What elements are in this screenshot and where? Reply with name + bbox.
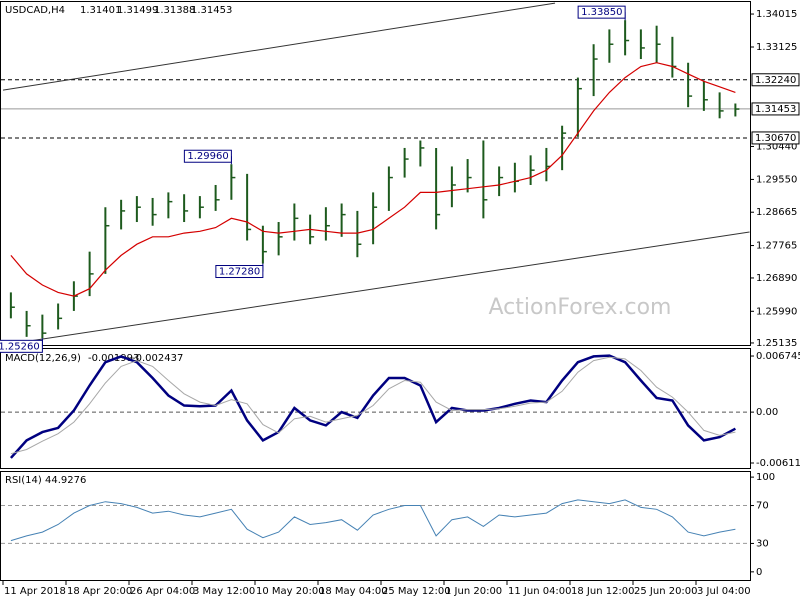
x-tick-label: 11 Jun 04:00 <box>508 586 572 597</box>
annotation-box <box>577 5 626 19</box>
x-tick-label: 18 May 04:00 <box>319 586 388 597</box>
annotation-box <box>215 265 264 279</box>
rsi-line <box>10 499 736 542</box>
level-label: 1.30670 <box>755 133 796 144</box>
y-tick-label: 0.00 <box>756 407 778 418</box>
annotation-label: 1.25260 <box>0 341 40 352</box>
watermark: ActionForex.com <box>489 295 672 320</box>
macd-line <box>10 356 736 455</box>
y-tick-label: 1.29550 <box>756 174 797 185</box>
moving-average <box>10 62 736 297</box>
rsi-panel <box>0 471 751 581</box>
trend-line <box>2 231 750 346</box>
x-tick-label: 26 Apr 04:00 <box>130 586 195 597</box>
x-tick-label: 1 Jun 20:00 <box>445 586 502 597</box>
x-tick-label: 3 May 12:00 <box>193 586 255 597</box>
y-tick-label: 1.27765 <box>756 241 797 252</box>
y-tick-label: 1.28665 <box>756 207 797 218</box>
level-label: 1.32240 <box>755 75 796 86</box>
level-label-box <box>751 131 800 145</box>
symbol: USDCAD,H4 <box>5 5 65 16</box>
quote-value: 1.31499 <box>117 5 158 16</box>
annotation-box <box>183 149 232 163</box>
rsi-readout: 44.9276 <box>45 475 86 486</box>
rsi-title: RSI(14) <box>5 475 42 486</box>
y-tick-label: 1.30440 <box>756 141 797 152</box>
y-tick-label: 1.25990 <box>756 306 797 317</box>
x-tick-label: 25 May 12:00 <box>382 586 451 597</box>
y-tick-label: 0 <box>756 567 762 578</box>
quote-value: 1.31388 <box>154 5 195 16</box>
annotation-label: 1.27280 <box>219 267 260 278</box>
level-label-box <box>751 102 800 116</box>
y-tick-label: 1.26890 <box>756 273 797 284</box>
price-panel <box>0 1 751 346</box>
annotation-box <box>0 339 43 353</box>
y-tick-label: 0.006745 <box>756 351 800 362</box>
x-tick-label: 25 Jun 20:00 <box>634 586 698 597</box>
annotation-label: 1.33850 <box>581 7 622 18</box>
quote-value: 1.31401 <box>80 5 121 16</box>
x-tick-label: 18 Jun 12:00 <box>571 586 635 597</box>
trend-line <box>2 2 556 91</box>
y-tick-label: -0.006119 <box>756 458 800 469</box>
macd-readout: -0.002437 <box>132 353 183 364</box>
x-tick-label: 10 May 20:00 <box>256 586 325 597</box>
y-tick-label: 70 <box>756 501 769 512</box>
y-tick-label: 1.34015 <box>756 9 797 20</box>
macd-title: MACD(12,26,9) <box>5 353 81 364</box>
y-tick-label: 100 <box>756 472 775 483</box>
level-label: 1.31453 <box>755 104 796 115</box>
annotation-label: 1.29960 <box>187 151 228 162</box>
y-tick-label: 1.25135 <box>756 338 797 349</box>
x-tick-label: 3 Jul 04:00 <box>697 586 751 597</box>
x-tick-label: 18 Apr 20:00 <box>67 586 132 597</box>
macd-panel <box>0 348 751 469</box>
y-tick-label: 30 <box>756 538 769 549</box>
y-tick-label: 1.33125 <box>756 42 797 53</box>
x-tick-label: 11 Apr 2018 <box>4 586 66 597</box>
quote-value: 1.31453 <box>191 5 232 16</box>
level-label-box <box>751 73 800 87</box>
